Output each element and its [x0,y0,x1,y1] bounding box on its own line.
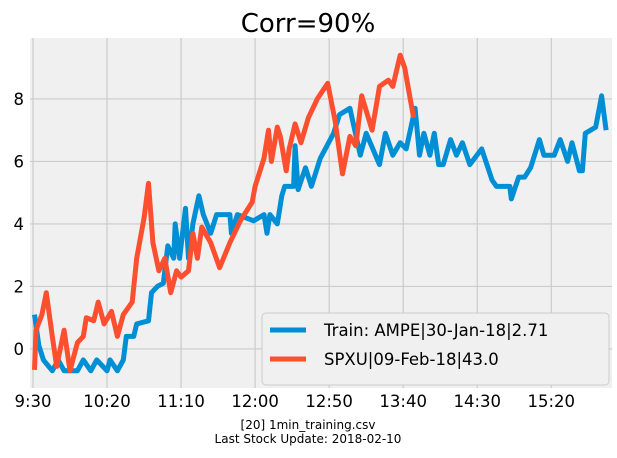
y-tick-label: 0 [14,340,25,359]
legend-label-spxu: SPXU|09-Feb-18|43.0 [324,350,499,369]
y-tick-label: 8 [14,90,25,109]
x-tick-label: 10:20 [83,392,131,411]
y-tick-label: 2 [14,277,25,296]
series-lines [32,52,609,374]
y-tick-labels: 0 2 4 6 8 [14,90,25,359]
x-tick-label: 14:30 [453,392,501,411]
chart-caption: Last Stock Update: 2018-02-10 [215,432,402,446]
x-axis-label: [20] 1min_training.csv [241,418,376,432]
x-tick-label: 13:40 [379,392,427,411]
x-tick-label: 11:10 [157,392,205,411]
x-tick-label: 9:30 [14,392,51,411]
x-tick-label: 15:20 [528,392,576,411]
x-tick-labels: 9:30 10:20 11:10 12:00 12:50 13:40 14:30 15:20 [14,392,575,411]
y-tick-label: 4 [14,215,25,234]
chart-title: Corr=90% [241,9,376,39]
legend: Train: AMPE|30-Jan-18|2.71 SPXU|09-Feb-1… [261,312,610,386]
x-tick-label: 12:50 [305,392,353,411]
x-tick-label: 12:00 [231,392,279,411]
legend-box [261,312,610,386]
y-tick-label: 6 [14,152,25,171]
series-line-1 [32,52,417,374]
legend-label-train: Train: AMPE|30-Jan-18|2.71 [323,321,548,340]
series-line-0 [32,93,609,374]
